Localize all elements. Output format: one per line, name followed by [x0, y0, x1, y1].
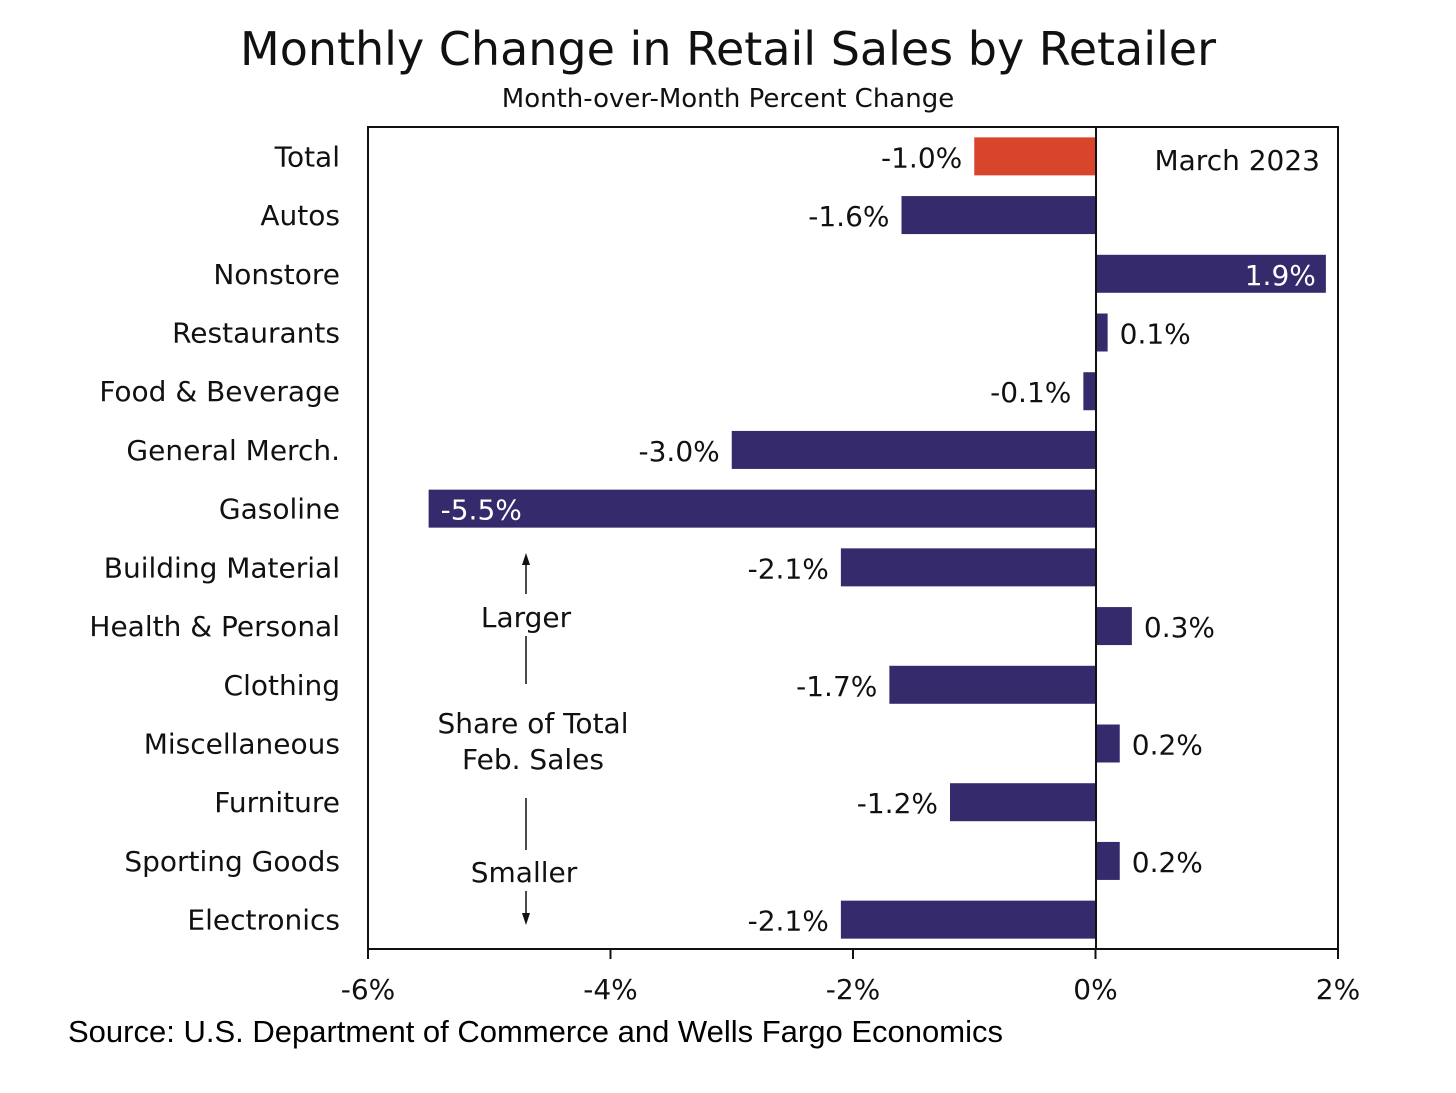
bar-autos — [901, 196, 1096, 235]
category-labels: Total Autos Nonstore Restaurants Food & Beve… — [89, 140, 340, 936]
x-tick-label: 0% — [1073, 973, 1117, 1006]
data-label-food-beverage: -0.1% — [990, 376, 1071, 409]
data-labels: -1.0% -1.6% 1.9% 0.1% -0.1% -3.0% -5.5% -2.1% 0.… — [441, 141, 1316, 937]
data-label-autos: -1.6% — [808, 200, 889, 233]
chart-subtitle: Month-over-Month Percent Change — [501, 84, 955, 114]
bar-sporting-goods — [1095, 841, 1120, 880]
data-label-electronics: -2.1% — [748, 905, 829, 938]
category-label-electronics: Electronics — [187, 904, 340, 937]
category-label-gasoline: Gasoline — [219, 493, 340, 526]
data-label-sporting-goods: 0.2% — [1132, 846, 1203, 879]
category-label-general-merch: General Merch. — [126, 434, 340, 467]
category-label-miscellaneous: Miscellaneous — [144, 728, 340, 761]
category-label-total: Total — [274, 140, 340, 173]
bars-group — [428, 137, 1326, 939]
data-label-miscellaneous: 0.2% — [1132, 729, 1203, 762]
data-label-clothing: -1.7% — [796, 670, 877, 703]
data-label-building-material: -2.1% — [748, 552, 829, 585]
bar-clothing — [889, 665, 1096, 704]
share-label-line1: Share of Total — [438, 707, 629, 740]
data-label-health-personal: 0.3% — [1144, 611, 1215, 644]
bar-building-material — [840, 548, 1096, 587]
share-label-line2: Feb. Sales — [462, 743, 604, 776]
x-axis: -6% -4% -2% 0% 2% — [341, 949, 1360, 1006]
up-arrow-icon — [522, 553, 530, 565]
bar-total — [974, 137, 1096, 176]
category-label-furniture: Furniture — [214, 786, 340, 819]
x-tick-label: -6% — [341, 973, 396, 1006]
category-label-building-material: Building Material — [104, 551, 340, 584]
x-tick-label: -2% — [826, 973, 881, 1006]
chart-title: Monthly Change in Retail Sales by Retail… — [240, 22, 1216, 76]
category-label-restaurants: Restaurants — [172, 317, 340, 350]
bar-food-beverage — [1083, 372, 1096, 411]
down-arrow-icon — [522, 913, 530, 925]
share-annotation: Larger Share of Total Feb. Sales Smaller — [438, 553, 629, 925]
data-label-nonstore: 1.9% — [1245, 259, 1316, 292]
bar-furniture — [950, 783, 1096, 822]
category-label-sporting-goods: Sporting Goods — [124, 845, 340, 878]
category-label-clothing: Clothing — [224, 669, 340, 702]
category-label-health-personal: Health & Personal — [89, 610, 340, 643]
category-label-autos: Autos — [260, 199, 340, 232]
data-label-restaurants: 0.1% — [1120, 318, 1191, 351]
bar-nonstore — [1095, 254, 1326, 293]
period-annotation: March 2023 — [1154, 144, 1320, 177]
data-label-total: -1.0% — [881, 141, 962, 174]
data-label-gasoline: -5.5% — [441, 494, 522, 527]
bar-health-personal — [1095, 607, 1132, 646]
data-label-general-merch: -3.0% — [639, 435, 720, 468]
bar-miscellaneous — [1095, 724, 1120, 763]
category-label-food-beverage: Food & Beverage — [99, 375, 340, 408]
x-tick-label: -4% — [583, 973, 638, 1006]
bar-gasoline — [428, 489, 1096, 528]
bar-general-merch — [731, 430, 1096, 469]
x-tick-label: 2% — [1316, 973, 1360, 1006]
smaller-label: Smaller — [471, 856, 578, 889]
data-label-furniture: -1.2% — [857, 787, 938, 820]
category-label-nonstore: Nonstore — [213, 258, 340, 291]
larger-label: Larger — [481, 601, 572, 634]
bar-electronics — [840, 900, 1096, 939]
plot-frame — [367, 126, 1339, 950]
source-note: Source: U.S. Department of Commerce and … — [68, 1014, 1003, 1049]
bar-restaurants — [1095, 313, 1108, 352]
